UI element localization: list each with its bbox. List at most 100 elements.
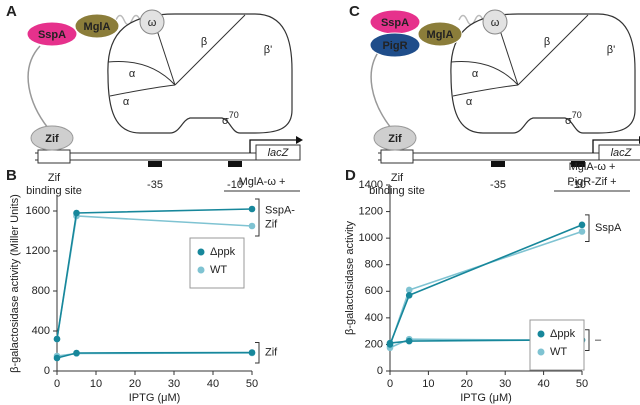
gene-box [598, 144, 640, 161]
gene-label: lacZ [268, 147, 290, 159]
zif-label: Zif [388, 133, 402, 145]
sigma-superscript: 70 [572, 110, 582, 120]
panel-label: C [349, 3, 360, 20]
sigma-symbol: σ [565, 115, 572, 127]
condition-label: PigR-Zif + [567, 176, 616, 188]
binding-site [380, 149, 414, 164]
rna-polymerase [107, 13, 293, 134]
alpha-label: α [123, 96, 130, 108]
x-tick-label: 50 [246, 378, 258, 390]
y-tick-label: 1000 [359, 232, 383, 244]
x-tick-label: 40 [207, 378, 219, 390]
x-axis-label: IPTG (μM) [129, 392, 181, 404]
factor-label: SspA [381, 17, 409, 29]
binding-site [37, 149, 71, 164]
data-point [248, 222, 256, 230]
x-tick-label: 10 [422, 378, 434, 390]
data-point [53, 354, 61, 362]
legend-marker [537, 330, 545, 338]
y-tick-label: 400 [365, 312, 383, 324]
omega-subunit [482, 9, 508, 35]
omega-label: ω [491, 17, 500, 29]
panel-label: D [345, 167, 356, 184]
factor-label: MglA [427, 29, 454, 41]
arrow-head [296, 136, 303, 144]
promoter-10 [571, 161, 585, 167]
legend-box [189, 237, 245, 289]
y-tick-label: 0 [377, 365, 383, 377]
x-tick-label: 40 [537, 378, 549, 390]
tether [27, 45, 49, 129]
promoter-label: -35 [147, 179, 163, 191]
data-point [405, 337, 413, 345]
x-tick-label: 0 [54, 378, 60, 390]
data-point [405, 291, 413, 299]
y-tick-label: 1600 [26, 205, 50, 217]
y-tick-label: 200 [365, 338, 383, 350]
factor [369, 32, 421, 58]
rna-polymerase [450, 13, 636, 134]
data-point [248, 349, 256, 356]
y-axis-label: β-galactosidase activity [344, 221, 356, 335]
x-tick-label: 20 [461, 378, 473, 390]
group-label: SspA- [265, 204, 295, 216]
zif-domain [373, 125, 417, 151]
subunit-border [450, 14, 589, 97]
omega-label: ω [148, 17, 157, 29]
beta-label: β [544, 36, 550, 48]
x-tick-label: 10 [90, 378, 102, 390]
legend-label: Δppk [210, 246, 236, 258]
y-tick-label: 800 [32, 285, 50, 297]
y-tick-label: 600 [365, 285, 383, 297]
y-tick-label: 400 [32, 325, 50, 337]
legend-label: Δppk [550, 328, 576, 340]
factor-label: MglA [84, 21, 111, 33]
alpha-label: α [466, 96, 473, 108]
y-tick-label: 1200 [359, 205, 383, 217]
data-point [405, 286, 413, 294]
factor [74, 13, 120, 39]
legend-box [529, 319, 585, 371]
data-point [578, 221, 586, 229]
diagram: Cωααββ'σ70SspAPigRMglAlacZZifZifbinding … [349, 3, 640, 197]
zif-domain [30, 125, 74, 151]
x-tick-label: 50 [576, 378, 588, 390]
group-bracket [255, 198, 260, 237]
group-label: – [595, 334, 602, 346]
y-tick-label: 1400 [359, 179, 383, 191]
x-tick-label: 30 [499, 378, 511, 390]
condition-label: MglA-ω + [239, 176, 286, 188]
group-bracket [255, 342, 260, 364]
site-label: binding site [369, 185, 425, 197]
subunit-border [107, 14, 246, 97]
panel-label: B [6, 167, 17, 184]
beta-prime-label: β' [264, 44, 272, 56]
series-line [56, 351, 253, 359]
promoter-label: -35 [490, 179, 506, 191]
y-axis-label: β-galactosidase activity (Miller Units) [9, 194, 21, 373]
legend-label: WT [210, 264, 227, 276]
data-point [73, 209, 80, 217]
data-point [73, 349, 80, 357]
site-label: binding site [26, 185, 82, 197]
site-label: Zif [391, 172, 404, 184]
sigma-label: σ70 [565, 110, 582, 127]
x-tick-label: 0 [387, 378, 393, 390]
condition-label: MglA-ω + [569, 161, 616, 173]
legend-label: WT [550, 346, 567, 358]
sigma-symbol: σ [222, 115, 229, 127]
omega-subunit [139, 9, 165, 35]
x-tick-label: 20 [129, 378, 141, 390]
y-tick-label: 0 [44, 365, 50, 377]
alpha-label: α [472, 68, 479, 80]
tether [370, 45, 392, 129]
group-label: Zif [265, 218, 278, 230]
promoter-10 [228, 161, 242, 167]
factor-label: SspA [38, 29, 66, 41]
group-label: SspA [595, 222, 622, 234]
data-point [248, 205, 256, 213]
y-tick-label: 1200 [26, 245, 50, 257]
